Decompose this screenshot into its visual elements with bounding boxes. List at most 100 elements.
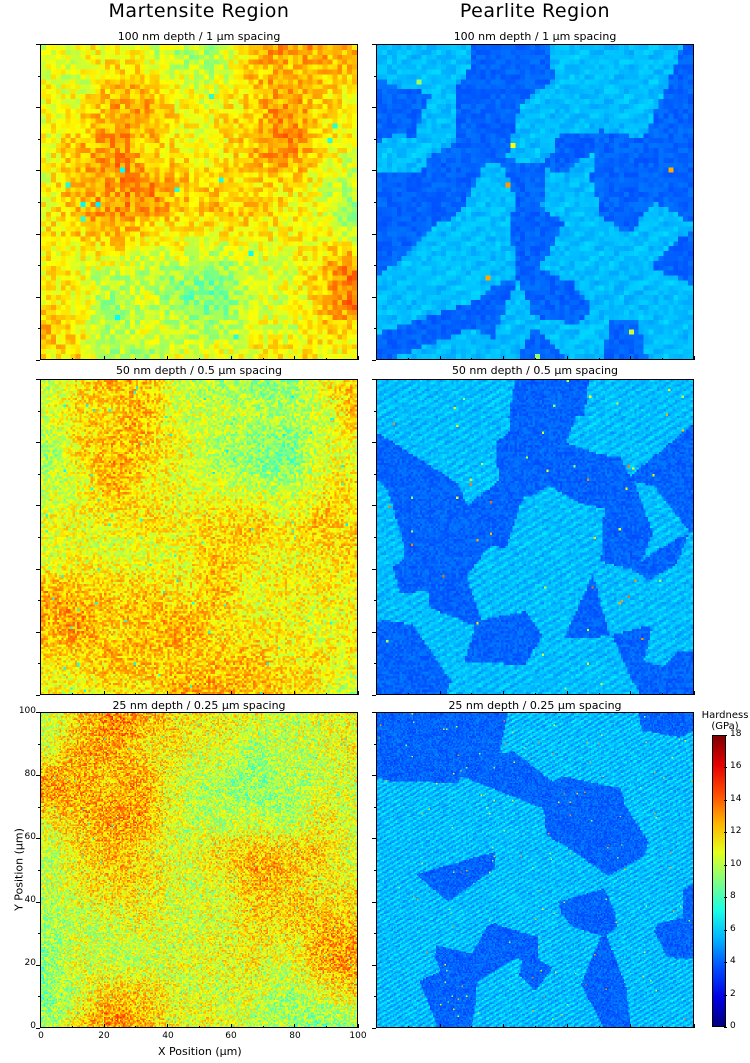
y-tick-mark	[38, 743, 40, 745]
x-tick-mark	[630, 356, 632, 360]
y-tick-mark	[38, 75, 40, 77]
column-title-pearlite: Pearlite Region	[459, 0, 611, 22]
y-axis-label: Y Position (µm)	[12, 828, 26, 911]
panel-title-pearlite-25nm: 25 nm depth / 0.25 µm spacing	[448, 699, 622, 712]
column-title-martensite: Martensite Region	[108, 0, 290, 22]
colorbar-tick-mark	[724, 799, 727, 801]
colorbar-title-line1: Hardness	[701, 710, 749, 721]
y-tick-mark	[38, 933, 40, 935]
y-tick-mark	[372, 695, 376, 696]
y-tick-mark	[374, 202, 376, 203]
x-tick-mark	[71, 1026, 73, 1028]
x-tick-mark	[294, 1024, 296, 1028]
y-tick-mark	[372, 1028, 376, 1029]
x-tick-mark	[535, 358, 536, 360]
panel-title-pearlite-50nm: 50 nm depth / 0.5 µm spacing	[451, 364, 619, 377]
x-tick-mark	[230, 356, 232, 360]
colorbar-tick-mark	[724, 864, 727, 866]
x-tick-mark	[326, 693, 328, 695]
y-tick-mark	[36, 505, 40, 507]
x-tick-mark	[376, 1024, 377, 1028]
colorbar-tick-label: 8	[730, 891, 736, 902]
x-tick-mark	[694, 691, 695, 695]
y-tick-mark	[36, 695, 40, 696]
y-tick-label: 100	[18, 706, 36, 716]
x-tick-mark	[376, 691, 377, 695]
x-tick-label: 0	[38, 1031, 44, 1041]
x-tick-mark	[439, 1024, 441, 1028]
heatmap-martensite-25nm	[40, 712, 358, 1028]
x-tick-mark	[199, 693, 200, 695]
x-tick-mark	[376, 356, 377, 360]
heatmap-pearlite-50nm	[376, 379, 694, 695]
x-tick-mark	[662, 358, 664, 360]
y-tick-mark	[372, 233, 376, 235]
y-tick-mark	[372, 44, 376, 45]
y-tick-mark	[36, 775, 40, 777]
panel-title-pearlite-100nm: 100 nm depth / 1 µm spacing	[453, 30, 617, 43]
y-tick-mark	[374, 933, 376, 935]
x-tick-mark	[503, 356, 505, 360]
x-tick-mark	[230, 691, 232, 695]
y-tick-mark	[372, 631, 376, 633]
y-tick-mark	[36, 44, 40, 45]
x-tick-mark	[135, 358, 137, 360]
panel-title-martensite-50nm: 50 nm depth / 0.5 µm spacing	[115, 364, 283, 377]
x-tick-mark	[358, 691, 359, 695]
x-tick-mark	[566, 691, 568, 695]
y-tick-mark	[36, 901, 40, 903]
y-tick-mark	[38, 537, 40, 538]
x-tick-mark	[694, 356, 695, 360]
y-tick-mark	[38, 410, 40, 412]
x-tick-mark	[535, 693, 536, 695]
heatmap-martensite-50nm	[40, 379, 358, 695]
y-tick-mark	[374, 996, 376, 998]
colorbar-tick-label: 6	[730, 923, 736, 934]
x-tick-mark	[471, 1026, 473, 1028]
y-tick-mark	[374, 328, 376, 330]
x-tick-mark	[471, 693, 473, 695]
y-tick-mark	[38, 600, 40, 602]
x-tick-mark	[40, 356, 41, 360]
y-tick-mark	[38, 473, 40, 475]
heatmap-martensite-100nm	[40, 44, 358, 360]
panel-title-martensite-25nm: 25 nm depth / 0.25 µm spacing	[112, 699, 286, 712]
colorbar-tick-label: 0	[730, 1021, 736, 1031]
y-tick-mark	[38, 806, 40, 808]
x-tick-mark	[503, 1024, 505, 1028]
x-tick-label: 60	[225, 1031, 237, 1041]
x-tick-mark	[71, 358, 73, 360]
y-tick-mark	[374, 265, 376, 267]
panel-title-martensite-100nm: 100 nm depth / 1 µm spacing	[117, 30, 281, 43]
y-tick-mark	[38, 265, 40, 267]
x-tick-mark	[40, 1024, 41, 1028]
y-tick-mark	[372, 296, 376, 298]
y-tick-mark	[372, 360, 376, 361]
x-tick-mark	[662, 1026, 664, 1028]
x-tick-mark	[439, 691, 441, 695]
x-tick-mark	[71, 693, 73, 695]
y-tick-label: 80	[24, 769, 36, 779]
colorbar-tick-mark	[724, 735, 727, 736]
x-tick-label: 100	[349, 1031, 367, 1041]
y-tick-mark	[372, 775, 376, 777]
heatmap-pearlite-100nm	[376, 44, 694, 360]
y-tick-mark	[36, 107, 40, 109]
y-tick-mark	[372, 170, 376, 172]
y-tick-mark	[374, 473, 376, 475]
y-tick-mark	[372, 107, 376, 109]
y-tick-mark	[372, 379, 376, 380]
x-tick-mark	[662, 693, 664, 695]
y-tick-label: 0	[30, 1021, 36, 1031]
x-tick-mark	[135, 1026, 137, 1028]
y-tick-mark	[36, 379, 40, 380]
y-tick-mark	[38, 870, 40, 871]
colorbar-title-line2: (GPa)	[711, 721, 739, 732]
y-tick-mark	[372, 712, 376, 713]
y-tick-mark	[36, 233, 40, 235]
y-tick-mark	[372, 964, 376, 966]
y-tick-mark	[374, 138, 376, 140]
x-tick-mark	[167, 691, 169, 695]
y-tick-mark	[374, 75, 376, 77]
y-tick-mark	[372, 838, 376, 840]
